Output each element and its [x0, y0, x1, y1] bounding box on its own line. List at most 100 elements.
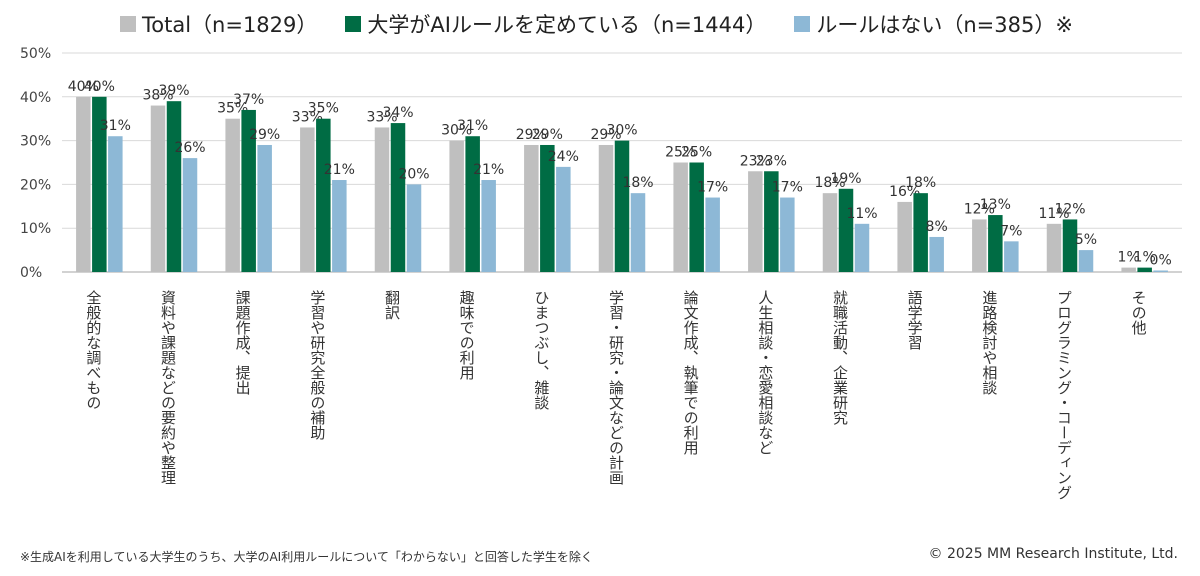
- bar: [673, 162, 688, 272]
- bar: [838, 188, 854, 272]
- bar: [972, 219, 987, 272]
- data-label: 1%: [1134, 250, 1156, 266]
- legend-label-total: Total（n=1829）: [142, 13, 318, 37]
- bar: [913, 193, 928, 272]
- bar: [1046, 223, 1062, 272]
- data-label: 33%: [292, 109, 323, 125]
- y-tick-label: 30%: [20, 134, 51, 150]
- data-label: 40%: [68, 79, 99, 95]
- y-tick-label: 10%: [20, 221, 51, 237]
- data-label: 33%: [366, 109, 397, 125]
- bar: [1004, 241, 1019, 272]
- data-label: 29%: [249, 127, 280, 143]
- data-label: 29%: [516, 127, 547, 143]
- legend: Total（n=1829） 大学がAIルールを定めている（n=1444） ルール…: [120, 8, 1073, 40]
- bar: [390, 123, 406, 272]
- bar: [481, 180, 496, 272]
- category-label: 学習・研究・論文などの計画: [607, 290, 625, 485]
- category-label: 論文作成、執筆での利用: [682, 290, 700, 456]
- bar: [406, 184, 422, 272]
- legend-item-rules: 大学がAIルールを定めている（n=1444）: [345, 9, 766, 39]
- category-label: 学習や研究全般の補助: [308, 290, 326, 441]
- bar: [76, 96, 91, 272]
- data-label: 0%: [1150, 253, 1172, 269]
- bar: [897, 201, 912, 272]
- bar: [449, 140, 464, 272]
- footnote: ※生成AIを利用している大学生のうち、大学のAI利用ルールについて「わからない」…: [20, 550, 593, 564]
- bar: [300, 127, 315, 273]
- category-label: 進路検討や相談: [980, 290, 998, 395]
- bar: [524, 144, 539, 272]
- bar: [854, 223, 870, 272]
- category-label: ひまつぶし、雑談: [532, 290, 550, 410]
- bar: [1062, 219, 1078, 272]
- bar: [465, 136, 480, 272]
- bar: [166, 101, 182, 273]
- data-label: 21%: [324, 162, 355, 178]
- data-label: 5%: [1075, 232, 1097, 248]
- category-label: プログラミング・コーディング: [1055, 290, 1073, 500]
- data-label: 25%: [665, 145, 696, 161]
- category-label: 資料や課題などの要約や整理: [159, 290, 177, 485]
- data-label: 40%: [84, 79, 115, 95]
- category-label: 語学学習: [906, 290, 924, 350]
- data-label: 38%: [142, 88, 173, 104]
- bar: [374, 127, 390, 273]
- data-label: 35%: [217, 101, 248, 117]
- bar: [225, 118, 240, 272]
- y-tick-label: 40%: [20, 90, 51, 106]
- legend-swatch-no-rules: [794, 16, 811, 32]
- bar: [108, 136, 123, 272]
- data-label: 31%: [457, 118, 488, 134]
- data-label: 35%: [308, 101, 339, 117]
- category-label: 課題作成、提出: [234, 290, 252, 395]
- data-label: 30%: [606, 123, 637, 139]
- bar: [614, 140, 630, 272]
- bar: [748, 171, 763, 272]
- data-label: 20%: [398, 166, 429, 182]
- data-label: 31%: [100, 118, 131, 134]
- data-label: 34%: [382, 105, 413, 121]
- data-label: 12%: [964, 201, 995, 217]
- category-label: 人生相談・恋愛相談など: [756, 290, 774, 455]
- bar: [822, 193, 838, 272]
- legend-swatch-rules: [345, 16, 362, 32]
- data-label: 8%: [926, 219, 948, 235]
- category-label: 就職活動、企業研究: [831, 290, 849, 426]
- bar: [540, 144, 555, 272]
- bar: [705, 197, 720, 272]
- bar: [598, 144, 614, 272]
- bar: [630, 193, 646, 272]
- data-label: 29%: [590, 127, 621, 143]
- bar: [1078, 250, 1094, 272]
- data-label: 12%: [1054, 201, 1085, 217]
- data-label: 23%: [740, 153, 771, 169]
- bar: [150, 105, 166, 272]
- data-label: 21%: [473, 162, 504, 178]
- bar: [1137, 267, 1152, 272]
- data-label: 13%: [980, 197, 1011, 213]
- data-label: 7%: [1000, 223, 1022, 239]
- data-label: 1%: [1118, 250, 1140, 266]
- data-label: 23%: [756, 153, 787, 169]
- data-label: 26%: [174, 140, 205, 156]
- data-label: 11%: [1038, 206, 1069, 222]
- data-label: 17%: [697, 180, 728, 196]
- category-label: 翻訳: [383, 290, 401, 320]
- data-label: 30%: [441, 123, 472, 139]
- bar: [988, 215, 1003, 272]
- y-tick-label: 0%: [20, 265, 42, 281]
- bar: [241, 109, 256, 272]
- bar: [182, 158, 198, 272]
- copyright: © 2025 MM Research Institute, Ltd.: [928, 546, 1178, 562]
- bar: [92, 96, 107, 272]
- data-label: 29%: [532, 127, 563, 143]
- data-label: 24%: [548, 149, 579, 165]
- category-label: その他: [1130, 290, 1148, 336]
- bar: [332, 180, 347, 272]
- bar: [556, 166, 571, 272]
- data-label: 37%: [233, 92, 264, 108]
- data-label: 18%: [622, 175, 653, 191]
- legend-label-no-rules: ルールはない（n=385）※: [816, 13, 1073, 37]
